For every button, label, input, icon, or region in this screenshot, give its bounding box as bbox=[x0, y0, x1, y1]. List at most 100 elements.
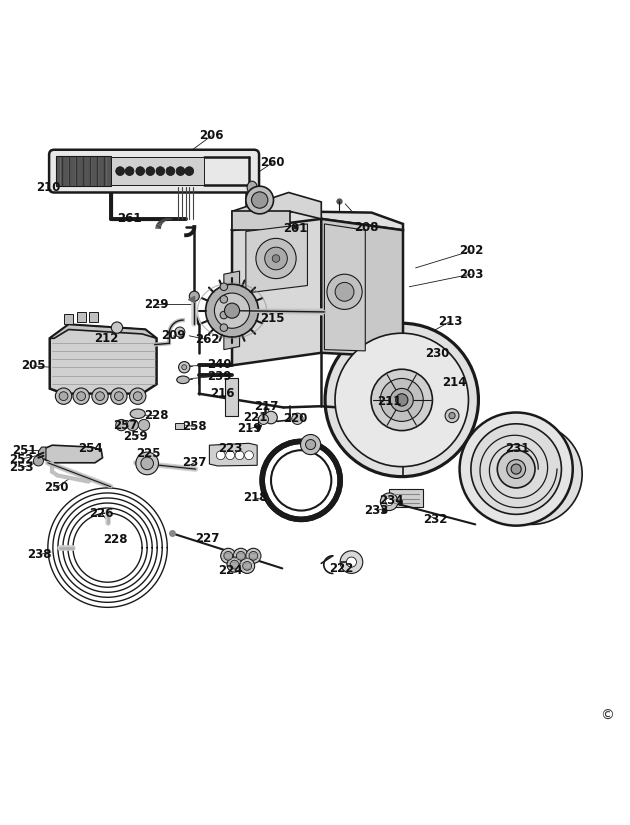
Circle shape bbox=[227, 557, 242, 573]
Text: 251: 251 bbox=[13, 444, 37, 457]
Circle shape bbox=[244, 450, 253, 460]
FancyBboxPatch shape bbox=[49, 150, 259, 192]
Polygon shape bbox=[224, 271, 239, 350]
Circle shape bbox=[511, 464, 521, 474]
Text: 214: 214 bbox=[442, 376, 467, 389]
Text: 254: 254 bbox=[77, 442, 102, 455]
Text: 261: 261 bbox=[117, 212, 142, 225]
Polygon shape bbox=[232, 219, 321, 365]
Circle shape bbox=[471, 424, 561, 514]
Text: 224: 224 bbox=[218, 564, 243, 578]
Circle shape bbox=[55, 388, 72, 404]
Ellipse shape bbox=[247, 182, 257, 194]
Circle shape bbox=[59, 392, 68, 401]
Text: 226: 226 bbox=[89, 507, 113, 520]
Circle shape bbox=[230, 560, 239, 569]
Text: 206: 206 bbox=[199, 130, 224, 143]
Circle shape bbox=[136, 452, 159, 474]
Text: 219: 219 bbox=[237, 422, 261, 436]
Text: 253: 253 bbox=[9, 461, 33, 474]
Text: 213: 213 bbox=[438, 315, 462, 328]
Circle shape bbox=[214, 293, 249, 328]
Circle shape bbox=[262, 441, 340, 520]
Circle shape bbox=[371, 370, 432, 431]
Circle shape bbox=[220, 295, 227, 303]
Circle shape bbox=[96, 392, 105, 401]
Text: 201: 201 bbox=[283, 223, 307, 235]
Circle shape bbox=[176, 167, 185, 176]
Circle shape bbox=[175, 327, 185, 337]
Circle shape bbox=[325, 323, 478, 477]
Bar bbox=[56, 156, 112, 186]
Text: 258: 258 bbox=[182, 420, 207, 433]
Circle shape bbox=[251, 192, 268, 208]
Text: 227: 227 bbox=[195, 532, 219, 544]
Polygon shape bbox=[389, 489, 423, 507]
Text: 240: 240 bbox=[207, 358, 232, 371]
Circle shape bbox=[449, 412, 455, 419]
Circle shape bbox=[116, 167, 125, 176]
Circle shape bbox=[111, 388, 127, 404]
Text: 210: 210 bbox=[36, 181, 60, 194]
Text: 238: 238 bbox=[28, 548, 52, 561]
Text: 228: 228 bbox=[103, 533, 127, 546]
Circle shape bbox=[77, 392, 86, 401]
Text: 209: 209 bbox=[161, 329, 186, 342]
Circle shape bbox=[220, 549, 236, 563]
Circle shape bbox=[445, 408, 459, 422]
Text: ©: © bbox=[600, 709, 614, 723]
Polygon shape bbox=[50, 324, 157, 338]
Circle shape bbox=[481, 424, 582, 525]
Polygon shape bbox=[209, 443, 257, 466]
Bar bbox=[112, 158, 204, 185]
Circle shape bbox=[205, 285, 258, 337]
Text: 215: 215 bbox=[260, 312, 285, 325]
Circle shape bbox=[116, 419, 127, 431]
Text: 262: 262 bbox=[195, 333, 219, 346]
Polygon shape bbox=[43, 446, 103, 463]
Circle shape bbox=[146, 167, 155, 176]
Circle shape bbox=[185, 167, 193, 176]
Text: 212: 212 bbox=[94, 332, 118, 345]
Ellipse shape bbox=[130, 409, 146, 418]
Circle shape bbox=[134, 392, 142, 401]
Circle shape bbox=[127, 419, 139, 431]
Circle shape bbox=[189, 291, 199, 301]
Circle shape bbox=[220, 311, 227, 318]
Circle shape bbox=[178, 361, 190, 373]
Text: 208: 208 bbox=[354, 221, 379, 234]
Circle shape bbox=[381, 379, 423, 422]
Text: 223: 223 bbox=[218, 442, 243, 455]
Polygon shape bbox=[232, 211, 290, 230]
Polygon shape bbox=[232, 192, 321, 230]
Text: 252: 252 bbox=[9, 453, 33, 465]
Text: 222: 222 bbox=[329, 562, 353, 575]
Circle shape bbox=[497, 440, 566, 509]
Circle shape bbox=[139, 419, 150, 431]
Circle shape bbox=[265, 411, 277, 424]
Text: 203: 203 bbox=[459, 267, 483, 280]
Circle shape bbox=[258, 414, 268, 424]
Text: 234: 234 bbox=[379, 494, 404, 507]
Polygon shape bbox=[232, 211, 403, 239]
Text: 221: 221 bbox=[243, 411, 268, 424]
Text: 202: 202 bbox=[459, 244, 483, 257]
Circle shape bbox=[243, 562, 251, 570]
Text: 232: 232 bbox=[423, 513, 448, 526]
Circle shape bbox=[346, 557, 357, 567]
Text: 220: 220 bbox=[283, 412, 307, 425]
Circle shape bbox=[249, 551, 258, 560]
Circle shape bbox=[306, 440, 316, 450]
Text: 231: 231 bbox=[505, 442, 530, 455]
Text: 239: 239 bbox=[207, 370, 232, 383]
Text: 259: 259 bbox=[123, 430, 148, 443]
Polygon shape bbox=[50, 324, 157, 394]
Circle shape bbox=[220, 324, 227, 332]
Circle shape bbox=[112, 322, 123, 333]
Bar bbox=[64, 314, 73, 324]
Circle shape bbox=[136, 167, 145, 176]
Text: 225: 225 bbox=[136, 447, 161, 460]
Text: 217: 217 bbox=[254, 400, 278, 412]
Bar bbox=[225, 378, 238, 416]
Circle shape bbox=[92, 388, 108, 404]
